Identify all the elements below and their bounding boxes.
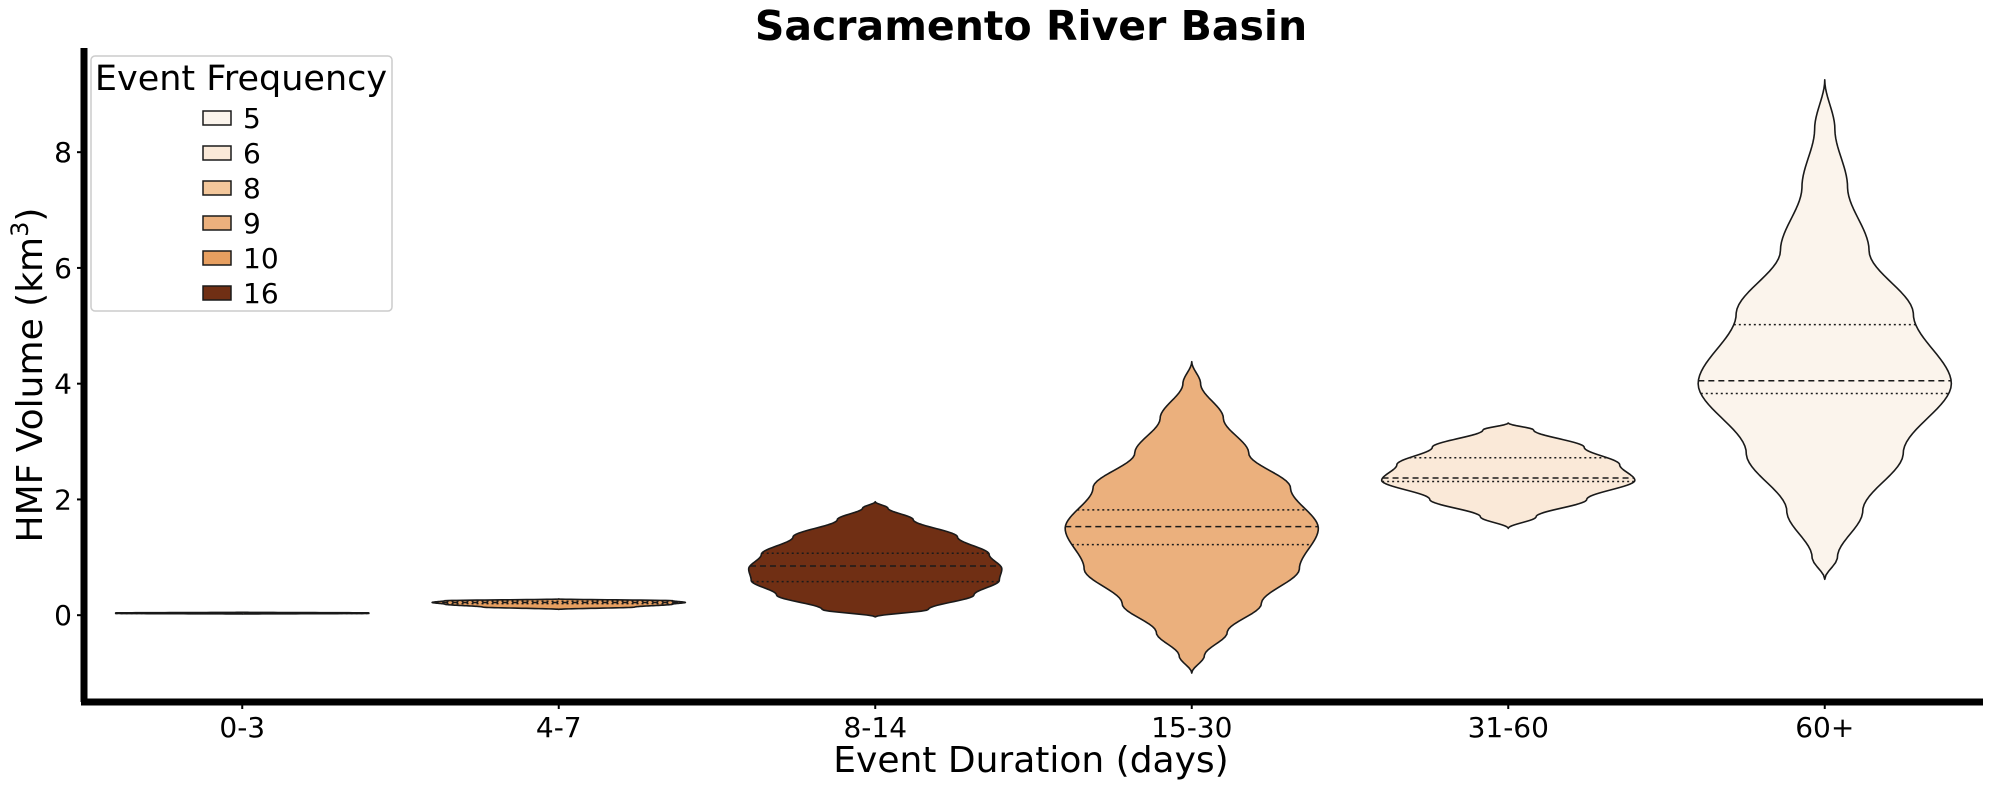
legend-frame: [90, 55, 393, 312]
chart-title: Sacramento River Basin: [755, 2, 1307, 50]
legend-label: 6: [243, 137, 261, 170]
violin-body: [1380, 422, 1636, 530]
legend-label: 9: [243, 207, 261, 240]
y-axis-label-close: ): [10, 208, 51, 222]
y-tick-label: 8: [54, 136, 72, 169]
violin-layer: [114, 79, 1953, 674]
x-tick-label: 4-7: [536, 711, 582, 744]
violin-8-14: [747, 500, 1003, 618]
violin-60+: [1697, 79, 1953, 581]
violin-body: [1064, 360, 1320, 674]
legend-swatch: [202, 215, 232, 231]
legend-swatch: [202, 145, 232, 161]
x-tick-label: 0-3: [219, 711, 265, 744]
y-axis-label-base: HMF Volume (km: [10, 237, 51, 543]
legend-entry: 16: [202, 277, 279, 310]
y-tick-label: 6: [54, 252, 72, 285]
violin-0-3: [114, 611, 370, 615]
y-tick-label: 2: [54, 483, 72, 516]
x-tick-label: 31-60: [1468, 711, 1549, 744]
violin-31-60: [1380, 422, 1636, 530]
legend-entry: 5: [202, 102, 261, 135]
y-axis-label: HMF Volume (km3): [6, 208, 51, 543]
y-tick-label: 4: [54, 368, 72, 401]
legend-label: 16: [243, 277, 279, 310]
legend-title: Event Frequency: [95, 59, 387, 99]
violin-4-7: [431, 598, 687, 611]
legend-entry: 6: [202, 137, 261, 170]
legend-label: 8: [243, 172, 261, 205]
y-tick-label: 0: [54, 599, 72, 632]
x-tick-label: 8-14: [843, 711, 907, 744]
legend-swatch: [202, 110, 232, 126]
x-tick-group: 0-3 4-7 8-14 15-30 31-60 60+: [219, 702, 1854, 744]
legend-swatch: [202, 285, 232, 301]
legend-swatch: [202, 250, 232, 266]
x-tick-label: 60+: [1795, 711, 1854, 744]
violin-body: [747, 500, 1003, 618]
legend-label: 10: [243, 242, 279, 275]
legend-entry: 8: [202, 172, 261, 205]
violin-body: [1697, 79, 1953, 581]
legend-entry: 10: [202, 242, 279, 275]
x-axis-label: Event Duration (days): [833, 740, 1228, 781]
legend-label: 5: [243, 102, 261, 135]
legend-entry: 9: [202, 207, 261, 240]
y-tick-group: 0 2 4 6 8: [54, 136, 84, 632]
x-tick-label: 15-30: [1151, 711, 1232, 744]
y-axis-label-superscript: 3: [6, 222, 34, 237]
violin-15-30: [1064, 360, 1320, 674]
legend-swatch: [202, 180, 232, 196]
